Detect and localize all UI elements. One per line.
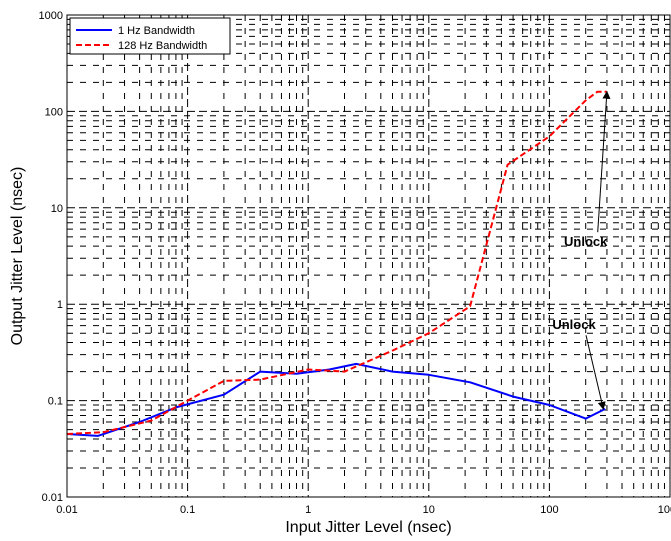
series-line-128hz [66,90,607,435]
plot-area-frame [66,14,671,498]
annotation-unlock-arrow [597,90,611,233]
legend-box [69,17,231,55]
annotations: Unlock Unlock [552,90,611,410]
series-line-1hz [66,362,606,437]
x-tick-label: 1000 [658,504,671,516]
tick-labels: 0.01 0.1 1 10 100 1000 0.01 0.1 1 10 100 1000 [39,10,671,516]
y-tick-label: 100 [45,106,63,118]
series-lines [66,90,607,437]
grid [67,15,670,497]
x-axis-label: Input Jitter Level (nsec) [285,519,451,536]
x-tick-label: 1 [305,504,311,516]
y-tick-label: 0.01 [42,492,63,504]
y-tick-label: 10 [51,203,63,215]
x-tick-label: 0.1 [180,504,195,516]
legend-entry-1hz: 1 Hz Bandwidth [118,25,195,37]
x-tick-label: 100 [540,504,558,516]
y-axis-label: Output Jitter Level (nsec) [9,167,26,346]
annotation-unlock-arrow [585,335,606,410]
annotation-unlock-label: Unlock [564,234,608,249]
legend-entry-128hz: 128 Hz Bandwidth [118,40,207,52]
legend: 1 Hz Bandwidth 128 Hz Bandwidth [69,17,231,55]
x-tick-label: 0.01 [56,504,77,516]
y-tick-label: 1000 [39,10,63,22]
y-tick-label: 1 [57,299,63,311]
annotation-unlock-label: Unlock [552,317,596,332]
x-tick-label: 10 [423,504,435,516]
y-tick-label: 0.1 [48,396,63,408]
